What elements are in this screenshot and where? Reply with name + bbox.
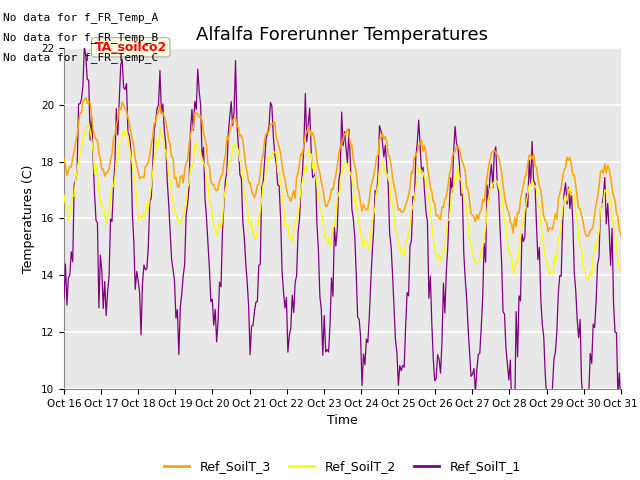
Legend: Ref_SoilT_3, Ref_SoilT_2, Ref_SoilT_1: Ref_SoilT_3, Ref_SoilT_2, Ref_SoilT_1 bbox=[159, 455, 525, 478]
Title: Alfalfa Forerunner Temperatures: Alfalfa Forerunner Temperatures bbox=[196, 25, 488, 44]
Y-axis label: Temperatures (C): Temperatures (C) bbox=[22, 164, 35, 273]
Text: No data for f_FR_Temp_B: No data for f_FR_Temp_B bbox=[3, 32, 159, 43]
Text: TA_soilco2: TA_soilco2 bbox=[95, 41, 167, 54]
X-axis label: Time: Time bbox=[327, 414, 358, 427]
Text: No data for f_FR_Temp_C: No data for f_FR_Temp_C bbox=[3, 52, 159, 63]
Text: No data for f_FR_Temp_A: No data for f_FR_Temp_A bbox=[3, 12, 159, 23]
